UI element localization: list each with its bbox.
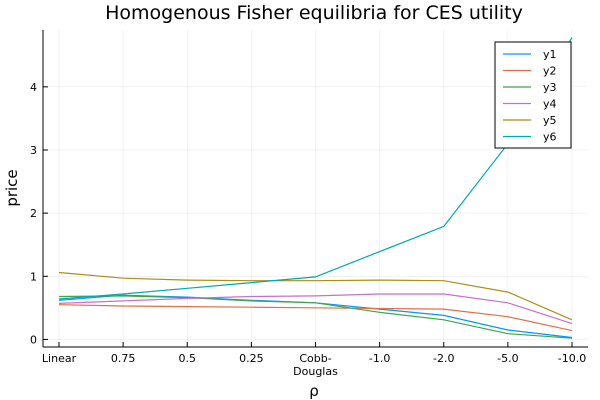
x-tick-label: -10.0	[558, 352, 586, 365]
series-line-y2	[58, 304, 573, 332]
x-tick-label: Cobb-	[299, 352, 331, 365]
series-lines	[58, 37, 573, 339]
legend-label-y2: y2	[543, 65, 557, 78]
legend-box	[494, 41, 572, 149]
y-tick-label: 3	[30, 144, 37, 157]
y-axis-title: price	[3, 169, 21, 206]
series-line-y5	[58, 271, 573, 321]
y-tick-label: 2	[30, 207, 37, 220]
labels: Homogenous Fisher equilibria for CES uti…	[3, 2, 586, 400]
x-tick-label: -5.0	[497, 352, 518, 365]
axes	[42, 30, 588, 348]
y-tick-label: 0	[30, 333, 37, 346]
chart-title: Homogenous Fisher equilibria for CES uti…	[105, 2, 523, 24]
legend-label-y3: y3	[543, 81, 557, 94]
y-tick-label: 1	[30, 270, 37, 283]
y-tick-label: 4	[30, 81, 37, 94]
legend: y1 y2 y3 y4 y5 y6	[494, 41, 572, 149]
x-tick-label: -1.0	[369, 352, 390, 365]
legend-label-y1: y1	[543, 48, 557, 61]
x-axis-title: ρ	[309, 382, 319, 400]
legend-label-y6: y6	[543, 131, 557, 144]
x-tick-label: 0.75	[111, 352, 136, 365]
legend-label-y4: y4	[543, 98, 557, 111]
series-line-y6	[58, 37, 573, 300]
x-tick-label: 0.5	[179, 352, 197, 365]
legend-label-y5: y5	[543, 114, 557, 127]
x-tick-label: 0.25	[239, 352, 264, 365]
x-tick-sublabel: Douglas	[293, 365, 338, 378]
series-line-y3	[58, 295, 573, 339]
x-tick-label: -2.0	[433, 352, 454, 365]
x-tick-label: Linear	[42, 352, 77, 365]
series-line-y4	[58, 293, 573, 325]
